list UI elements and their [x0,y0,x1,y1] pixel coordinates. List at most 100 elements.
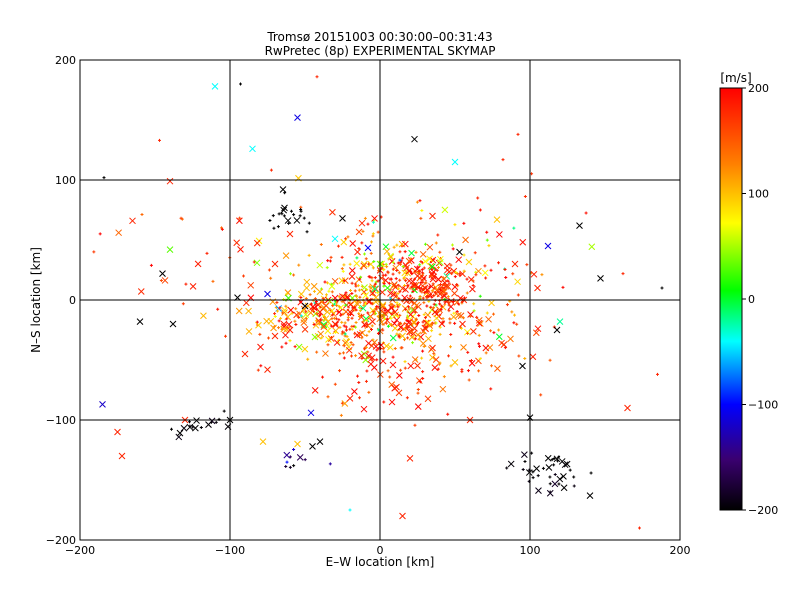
data-point-plus [540,273,544,277]
data-point-plus [297,263,301,267]
data-point-cross [351,388,358,395]
data-point-cross [519,362,526,370]
x-axis-ticks: −200 −100 0 100 200 [65,534,691,557]
data-point-cross [333,339,341,346]
data-point-plus [438,250,442,254]
data-point-plus [395,332,399,336]
data-point-plus [269,276,273,280]
data-point-plus [404,325,408,329]
data-point-plus [356,284,360,288]
data-point-plus [290,311,294,315]
data-point-cross [459,320,466,328]
data-point-plus [556,455,560,459]
data-point-plus [327,289,331,293]
data-point-plus [354,294,358,298]
data-point-plus [487,244,491,248]
data-point-plus [406,305,410,309]
data-point-plus [403,366,407,370]
data-point-cross [341,400,349,407]
data-point-plus [252,260,256,264]
data-point-cross [300,316,308,324]
data-point-plus [238,216,242,220]
data-point-plus [423,242,427,246]
data-point-plus [451,300,455,304]
data-point-cross [339,215,346,222]
data-point-plus [381,322,385,326]
data-point-plus [353,289,357,293]
data-point-cross [326,297,334,305]
data-point-plus [357,381,361,385]
data-point-plus [366,350,370,354]
data-point-cross [383,342,390,350]
data-point-cross [189,283,197,290]
data-point-plus [530,172,534,176]
data-point-plus [335,303,339,307]
data-point-plus [467,378,471,382]
data-point-cross [444,283,452,290]
data-point-plus [357,314,361,318]
data-point-plus [332,302,336,306]
data-point-cross [451,290,458,297]
data-point-plus [485,238,489,242]
data-point-plus [205,251,209,255]
data-point-plus [356,374,360,378]
data-point-plus [312,289,316,293]
data-point-cross [402,286,409,293]
data-point-plus [140,213,144,217]
data-point-cross [271,332,279,340]
data-point-plus [344,325,348,329]
data-point-cross [346,308,354,316]
y-axis-ticks: −200 −100 0 100 200 [46,54,86,547]
data-point-cross [180,424,188,432]
data-point-plus [505,466,509,470]
data-point-plus [466,350,470,354]
data-point-cross [493,216,501,223]
data-point-cross [347,301,354,308]
data-point-cross [329,208,336,216]
data-point-plus [403,250,407,254]
data-point-plus [511,272,515,276]
data-point-plus [321,375,325,379]
data-point-plus [343,332,347,336]
data-point-plus [450,271,454,275]
data-point-plus [337,305,341,309]
data-point-cross [414,362,421,369]
data-point-plus [429,305,433,309]
data-point-plus [417,337,421,341]
data-point-plus [287,221,291,225]
data-point-plus [158,138,161,142]
data-point-cross [362,315,370,323]
data-point-cross [456,248,463,256]
data-point-plus [367,390,371,394]
data-point-cross [367,360,375,368]
data-point-plus [438,302,442,306]
y-axis-label: N–S location [km] [29,247,43,353]
data-point-plus [477,333,481,337]
data-point-cross [354,248,361,256]
data-point-plus [393,346,397,350]
data-point-plus [418,263,422,267]
data-point-cross [211,83,219,90]
data-point-plus [278,306,282,310]
data-point-cross [360,260,368,268]
data-point-plus [325,281,329,285]
data-point-plus [417,313,421,317]
data-point-cross [340,238,348,246]
data-point-cross [253,259,261,267]
data-point-cross [161,277,169,284]
data-point-cross [332,327,340,335]
data-point-plus [269,168,273,172]
data-point-cross [242,299,250,307]
colorbar-tick-label: −100 [748,399,778,412]
data-point-cross [391,324,399,332]
data-point-plus [282,214,286,218]
y-tick-label: 200 [55,54,76,67]
data-point-cross [316,438,324,445]
data-point-cross [576,222,583,229]
data-point-plus [398,262,402,266]
data-point-plus [443,283,447,287]
data-point-cross [301,345,309,353]
data-point-plus [319,318,323,322]
data-point-plus [415,200,419,204]
data-point-plus [461,316,465,320]
